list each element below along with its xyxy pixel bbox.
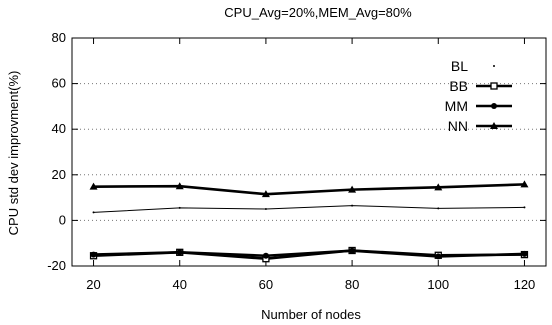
point-marker bbox=[264, 208, 267, 210]
y-tick-label: 40 bbox=[52, 121, 66, 136]
y-axis-label: CPU std dev improvment(%) bbox=[6, 71, 21, 236]
point-marker bbox=[521, 250, 528, 257]
point-marker bbox=[90, 251, 97, 258]
x-tick-label: 60 bbox=[259, 277, 273, 292]
point-marker bbox=[491, 103, 497, 109]
gridlines bbox=[72, 83, 546, 221]
legend-label: BB bbox=[449, 78, 468, 94]
series-nn bbox=[89, 180, 529, 198]
x-axis-label: Number of nodes bbox=[261, 307, 361, 322]
x-tick-label: 40 bbox=[172, 277, 186, 292]
legend-item-mm: MM bbox=[445, 98, 512, 114]
legend-label: NN bbox=[448, 118, 468, 134]
point-marker bbox=[435, 253, 442, 260]
point-marker bbox=[523, 206, 526, 209]
y-tick-label: -20 bbox=[47, 258, 66, 273]
y-tick-label: 80 bbox=[52, 30, 66, 45]
point-marker bbox=[351, 204, 354, 207]
legend-label: MM bbox=[445, 98, 468, 114]
legend-item-bl: BL bbox=[451, 58, 495, 74]
point-marker bbox=[434, 183, 443, 191]
series-line bbox=[93, 249, 525, 258]
y-tick-label: 60 bbox=[52, 76, 66, 91]
point-marker bbox=[490, 122, 498, 129]
x-tick-label: 80 bbox=[345, 277, 359, 292]
series-lines bbox=[89, 180, 529, 263]
y-tick-label: 0 bbox=[59, 212, 66, 227]
point-marker bbox=[437, 207, 440, 210]
legend-label: BL bbox=[451, 58, 468, 74]
series-line bbox=[93, 183, 525, 196]
plot-frame bbox=[71, 37, 547, 267]
point-marker bbox=[520, 180, 529, 188]
series-mm bbox=[90, 247, 528, 260]
chart-title: CPU_Avg=20%,MEM_Avg=80% bbox=[224, 5, 412, 20]
point-marker bbox=[92, 211, 95, 214]
point-marker bbox=[262, 252, 269, 259]
x-tick-label: 20 bbox=[86, 277, 100, 292]
series-line bbox=[93, 205, 525, 213]
axes bbox=[71, 37, 547, 267]
point-marker bbox=[175, 182, 184, 190]
point-marker bbox=[89, 182, 98, 190]
point-marker bbox=[493, 65, 495, 67]
y-tick-label: 20 bbox=[52, 167, 66, 182]
x-tick-labels: 20 40 60 80 100 120 bbox=[86, 277, 535, 292]
series-bl bbox=[92, 204, 526, 214]
legend: BL BB MM NN bbox=[445, 58, 512, 134]
x-tick-label: 100 bbox=[427, 277, 449, 292]
legend-item-nn: NN bbox=[448, 118, 512, 134]
y-tick-labels: -20 0 20 40 60 80 bbox=[47, 30, 66, 273]
point-marker bbox=[348, 185, 357, 193]
legend-item-bb: BB bbox=[449, 78, 512, 94]
x-tick-label: 120 bbox=[514, 277, 536, 292]
point-marker bbox=[490, 82, 498, 90]
point-marker bbox=[178, 206, 181, 209]
point-marker bbox=[176, 249, 183, 256]
point-marker bbox=[349, 247, 356, 254]
point-marker bbox=[261, 190, 270, 198]
